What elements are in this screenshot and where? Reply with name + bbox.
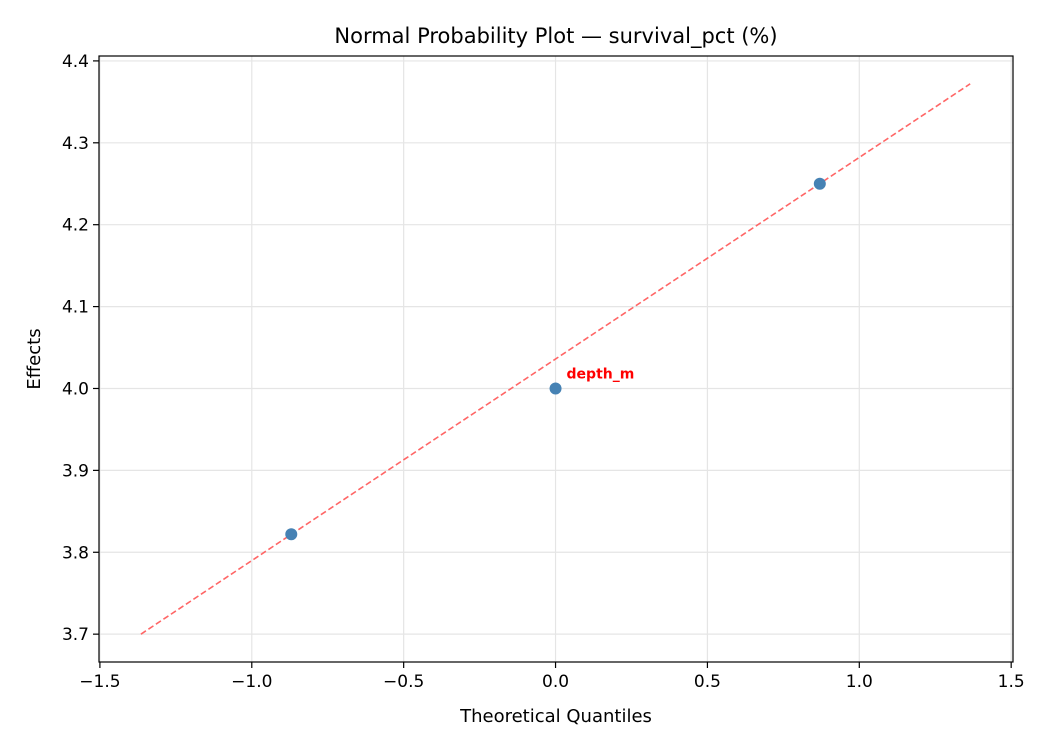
x-axis: −1.5 −1.0 −0.5 0.0 0.5 1.0 1.5 <box>79 662 1025 692</box>
y-axis: 3.7 3.8 3.9 4.0 4.1 4.2 4.3 4.4 <box>62 52 99 645</box>
chart-title: Normal Probability Plot — survival_pct (… <box>334 24 777 49</box>
reference-line-group <box>140 83 971 635</box>
x-tick-label: −1.5 <box>79 672 120 692</box>
data-point <box>549 382 562 395</box>
y-axis-label: Effects <box>24 328 45 389</box>
data-point <box>813 177 826 190</box>
point-annotation: depth_m <box>567 366 635 382</box>
y-tick-label: 3.8 <box>62 543 89 563</box>
x-tick-label: 0.0 <box>542 672 569 692</box>
grid <box>99 56 1013 662</box>
y-tick-label: 3.9 <box>62 461 89 481</box>
x-tick-label: −0.5 <box>383 672 424 692</box>
y-tick-label: 4.3 <box>62 134 89 154</box>
points-group: depth_m <box>285 177 826 541</box>
data-point <box>285 528 298 541</box>
x-axis-label: Theoretical Quantiles <box>459 706 652 727</box>
y-tick-label: 4.2 <box>62 216 89 236</box>
x-tick-label: 0.5 <box>694 672 721 692</box>
reference-line <box>140 83 971 635</box>
x-tick-label: 1.0 <box>846 672 873 692</box>
y-tick-label: 4.4 <box>62 52 89 72</box>
y-tick-label: 4.1 <box>62 298 89 318</box>
y-tick-label: 4.0 <box>62 379 89 399</box>
x-tick-label: −1.0 <box>231 672 272 692</box>
y-tick-label: 3.7 <box>62 625 89 645</box>
x-tick-label: 1.5 <box>998 672 1025 692</box>
